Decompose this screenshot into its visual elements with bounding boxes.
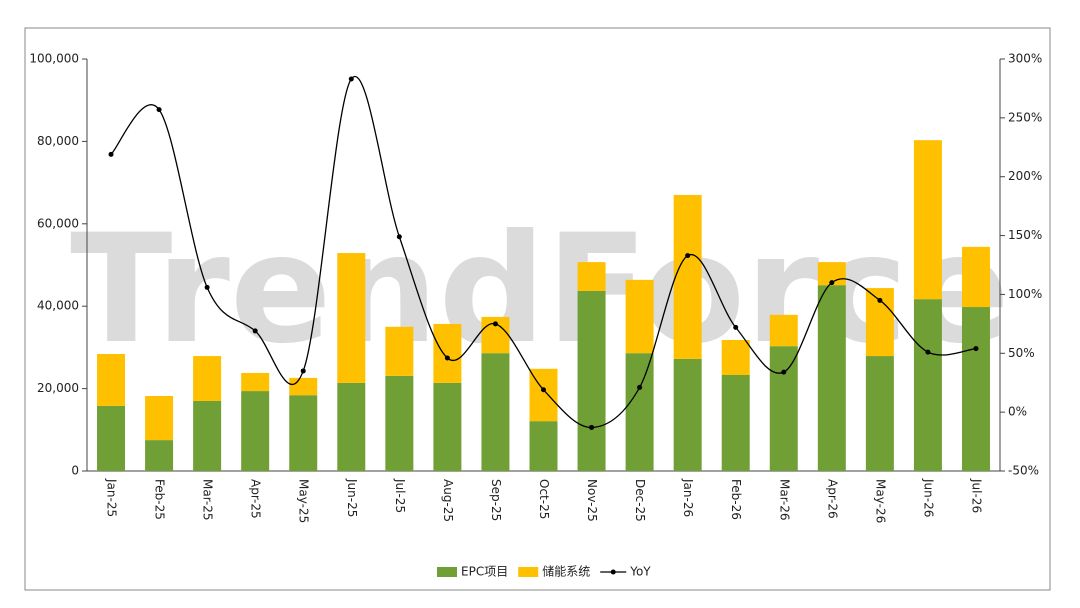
legend-label: 储能系统 [542,564,590,579]
x-tick-label: May-25 [297,479,311,523]
x-tick-label: Apr-25 [249,479,263,519]
bar [913,140,942,300]
bar [433,323,462,383]
x-tick-label: Mar-26 [777,479,791,520]
bar [961,246,990,308]
line-point [300,368,306,374]
line-point [829,280,835,286]
legend-label: EPC项目 [461,565,508,579]
line-point [492,321,498,327]
x-tick-label: Jan-26 [681,478,695,517]
y-tick-label: 60,000 [37,216,79,230]
bar [97,353,126,406]
line-point [396,234,402,240]
bar [385,326,414,376]
y2-tick-label: -50% [1008,464,1039,478]
bar [529,421,558,471]
bar [337,382,366,471]
bar [385,375,414,471]
bar [145,440,174,471]
y2-tick-label: 250% [1008,110,1042,124]
y2-tick-label: 200% [1008,169,1042,183]
bar [289,377,318,396]
y2-tick-label: 50% [1008,346,1035,360]
bar [337,253,366,383]
line-point [156,107,162,113]
bar [913,299,942,471]
line-point [685,253,691,259]
line-point [973,346,979,352]
bar [577,262,606,291]
bar [145,396,174,441]
line-point [781,369,787,375]
legend-swatch [437,567,457,577]
bar [961,307,990,471]
line-point [733,324,739,330]
x-tick-label: Oct-25 [537,479,551,519]
line-point [637,384,643,390]
bar [721,375,750,471]
line-point [204,284,210,290]
bar [193,400,222,471]
legend-label: YoY [629,565,651,579]
line-point [444,355,450,361]
bar [241,372,270,392]
x-tick-label: Aug-25 [441,479,455,522]
x-tick-label: Jul-26 [969,478,983,513]
x-tick-label: Apr-26 [825,479,839,519]
y2-tick-label: 100% [1008,287,1042,301]
bar [625,353,654,471]
bar [625,279,654,354]
line-point [252,328,258,334]
y-tick-label: 40,000 [37,299,79,313]
frame [24,27,1051,591]
line-point [925,349,931,355]
legend-swatch [518,567,539,577]
x-tick-label: May-26 [873,479,887,523]
bar [817,285,846,471]
bar [865,356,894,471]
y-tick-label: 0 [71,464,79,478]
bar [241,391,270,471]
x-tick-label: Feb-25 [153,479,167,520]
bar [577,290,606,471]
bar [193,356,222,401]
y2-tick-label: 0% [1008,405,1027,419]
x-tick-label: Feb-26 [729,479,743,520]
y-tick-label: 20,000 [37,381,79,395]
line-point [541,387,546,393]
x-tick-label: Jan-25 [105,478,119,517]
y-tick-label: 100,000 [29,52,79,66]
line-point [348,76,354,82]
bar [289,395,318,471]
bar [97,405,126,471]
bar [673,194,702,359]
x-tick-label: Nov-25 [585,479,599,522]
x-tick-label: Dec-25 [633,479,647,522]
y-tick-label: 80,000 [37,134,79,148]
line-point [589,424,595,430]
line-point [108,151,114,157]
y2-tick-label: 300% [1008,52,1042,66]
line-point [877,297,883,303]
x-tick-label: Mar-25 [201,479,215,520]
bar [433,382,462,471]
bar [673,358,702,471]
x-tick-label: Jun-25 [345,478,359,517]
watermark: TrendForce [70,203,1010,377]
legend-dot [610,569,616,575]
x-tick-label: Sep-25 [489,479,503,521]
x-tick-label: Jun-26 [921,478,935,517]
x-tick-label: Jul-25 [393,478,407,513]
y2-tick-label: 150% [1008,228,1042,242]
bar [769,346,798,471]
bar [481,353,510,471]
bar [721,339,750,376]
bar [769,314,798,347]
